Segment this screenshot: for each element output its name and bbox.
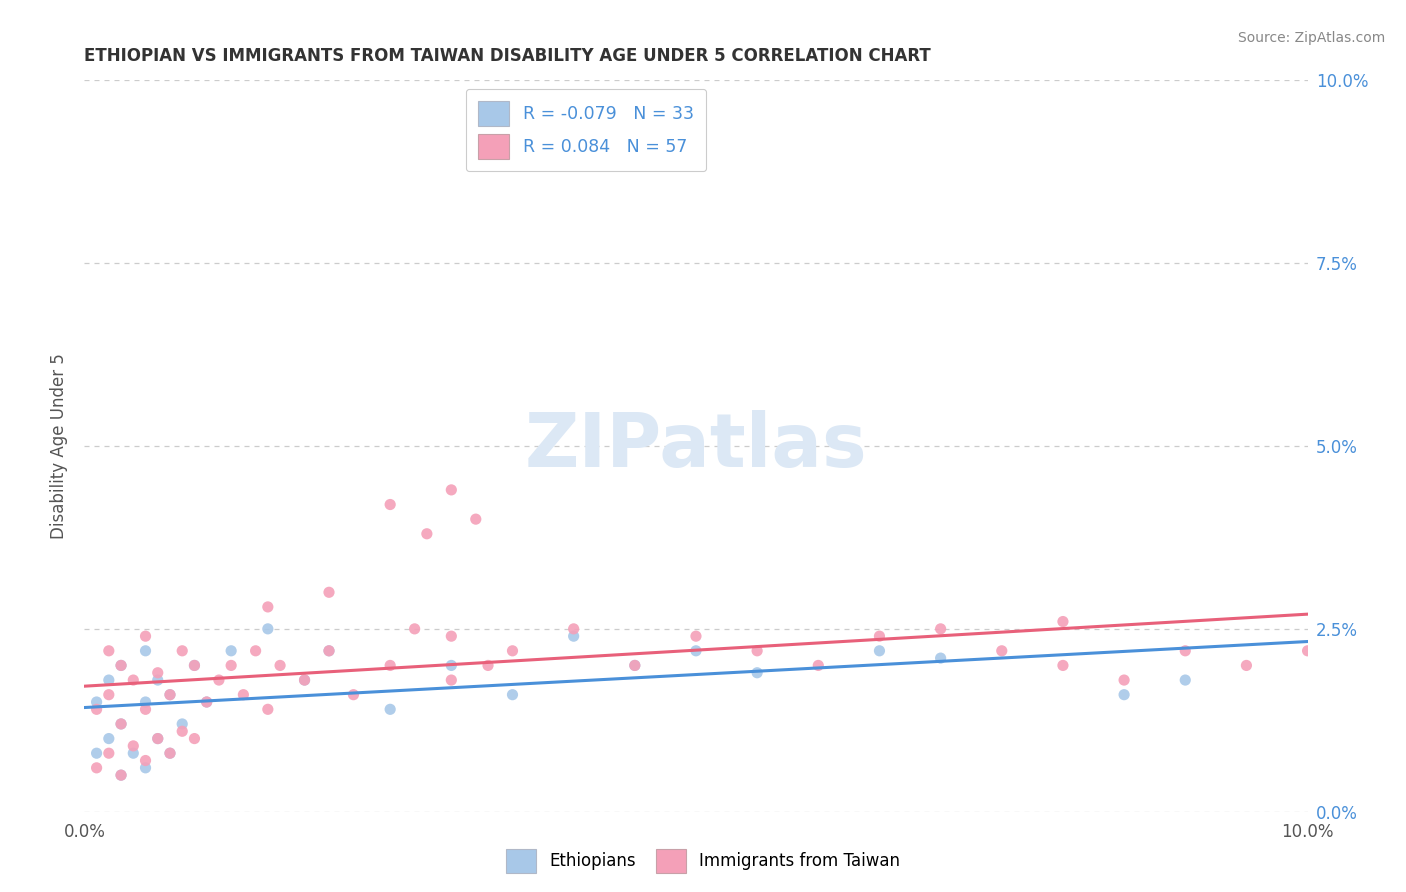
Point bbox=[440, 483, 463, 497]
Point bbox=[86, 761, 108, 775]
Point bbox=[208, 673, 231, 687]
Point bbox=[747, 665, 769, 680]
Text: Source: ZipAtlas.com: Source: ZipAtlas.com bbox=[1237, 31, 1385, 45]
Point bbox=[929, 651, 952, 665]
Point bbox=[380, 702, 402, 716]
Point bbox=[183, 731, 205, 746]
Point bbox=[135, 644, 157, 658]
Point bbox=[257, 702, 280, 716]
Point bbox=[869, 629, 891, 643]
Point bbox=[380, 498, 402, 512]
Point bbox=[110, 658, 132, 673]
Point bbox=[135, 761, 157, 775]
Point bbox=[294, 673, 316, 687]
Point bbox=[172, 717, 194, 731]
Text: ZIPatlas: ZIPatlas bbox=[524, 409, 868, 483]
Point bbox=[1114, 688, 1136, 702]
Point bbox=[380, 658, 402, 673]
Point bbox=[294, 673, 316, 687]
Point bbox=[1236, 658, 1258, 673]
Point bbox=[159, 746, 181, 760]
Point bbox=[110, 717, 132, 731]
Point bbox=[318, 644, 340, 658]
Point bbox=[86, 746, 108, 760]
Point bbox=[159, 688, 181, 702]
Point bbox=[219, 658, 242, 673]
Point bbox=[1174, 673, 1197, 687]
Legend: Ethiopians, Immigrants from Taiwan: Ethiopians, Immigrants from Taiwan bbox=[499, 842, 907, 880]
Point bbox=[97, 731, 120, 746]
Point bbox=[146, 673, 169, 687]
Point bbox=[869, 644, 891, 658]
Point bbox=[404, 622, 426, 636]
Point bbox=[1114, 673, 1136, 687]
Point bbox=[807, 658, 830, 673]
Legend: R = -0.079   N = 33, R = 0.084   N = 57: R = -0.079 N = 33, R = 0.084 N = 57 bbox=[465, 89, 706, 171]
Point bbox=[269, 658, 291, 673]
Point bbox=[135, 702, 157, 716]
Point bbox=[110, 768, 132, 782]
Point bbox=[624, 658, 647, 673]
Point bbox=[747, 644, 769, 658]
Text: ETHIOPIAN VS IMMIGRANTS FROM TAIWAN DISABILITY AGE UNDER 5 CORRELATION CHART: ETHIOPIAN VS IMMIGRANTS FROM TAIWAN DISA… bbox=[84, 47, 931, 65]
Point bbox=[135, 754, 157, 768]
Point bbox=[245, 644, 267, 658]
Point bbox=[991, 644, 1014, 658]
Point bbox=[135, 629, 157, 643]
Point bbox=[232, 688, 254, 702]
Point bbox=[86, 702, 108, 716]
Point bbox=[257, 622, 280, 636]
Point bbox=[122, 673, 145, 687]
Point bbox=[146, 665, 169, 680]
Point bbox=[562, 622, 585, 636]
Point bbox=[146, 731, 169, 746]
Point bbox=[342, 688, 364, 702]
Point bbox=[624, 658, 647, 673]
Point bbox=[1296, 644, 1319, 658]
Point bbox=[1174, 644, 1197, 658]
Point bbox=[440, 673, 463, 687]
Point bbox=[97, 688, 120, 702]
Point bbox=[183, 658, 205, 673]
Point bbox=[464, 512, 486, 526]
Point bbox=[502, 688, 524, 702]
Point bbox=[502, 644, 524, 658]
Point bbox=[318, 585, 340, 599]
Point bbox=[159, 746, 181, 760]
Point bbox=[159, 688, 181, 702]
Point bbox=[1052, 615, 1074, 629]
Point bbox=[135, 695, 157, 709]
Point bbox=[440, 658, 463, 673]
Point bbox=[122, 746, 145, 760]
Point bbox=[685, 629, 707, 643]
Point bbox=[257, 599, 280, 614]
Point bbox=[416, 526, 439, 541]
Point bbox=[172, 644, 194, 658]
Point bbox=[146, 731, 169, 746]
Point bbox=[440, 629, 463, 643]
Point bbox=[685, 644, 707, 658]
Point bbox=[219, 644, 242, 658]
Point bbox=[477, 658, 499, 673]
Point bbox=[172, 724, 194, 739]
Point bbox=[562, 629, 585, 643]
Point bbox=[110, 768, 132, 782]
Point bbox=[122, 739, 145, 753]
Point bbox=[318, 644, 340, 658]
Point bbox=[1052, 658, 1074, 673]
Point bbox=[195, 695, 218, 709]
Y-axis label: Disability Age Under 5: Disability Age Under 5 bbox=[51, 353, 69, 539]
Point bbox=[97, 673, 120, 687]
Point bbox=[86, 695, 108, 709]
Point bbox=[110, 717, 132, 731]
Point bbox=[97, 746, 120, 760]
Point bbox=[183, 658, 205, 673]
Point bbox=[97, 644, 120, 658]
Point bbox=[929, 622, 952, 636]
Point bbox=[110, 658, 132, 673]
Point bbox=[195, 695, 218, 709]
